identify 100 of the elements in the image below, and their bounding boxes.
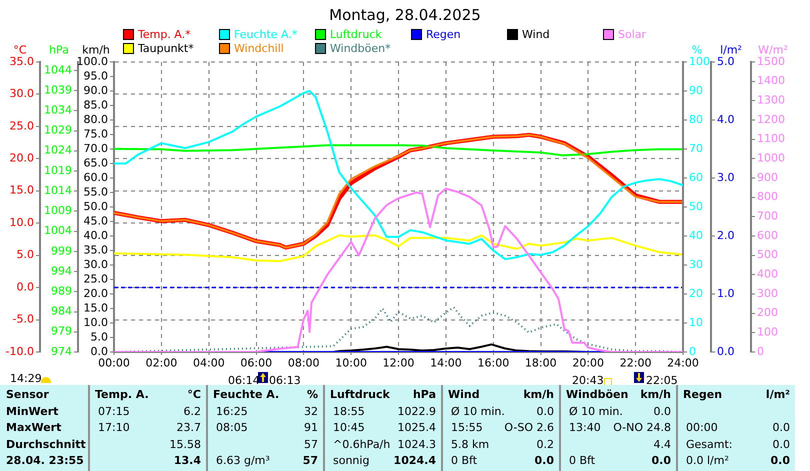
y-tick-label: -10.0 bbox=[6, 344, 34, 358]
y3-tick-label: 95.0 bbox=[84, 69, 108, 82]
y3-axis-title: km/h bbox=[82, 43, 110, 56]
text: 00:00 bbox=[686, 421, 718, 434]
y2-tick-label: 1039 bbox=[44, 83, 72, 96]
x-tick-label: 16:00 bbox=[477, 356, 510, 370]
text: 1022.9 bbox=[398, 404, 436, 418]
y3-tick-label: 1000 bbox=[757, 152, 785, 165]
y-tick-label: 60 bbox=[689, 170, 703, 184]
y3-tick-label: 75.0 bbox=[84, 127, 108, 140]
text: 0.0 bbox=[536, 404, 554, 418]
text: 91 bbox=[304, 421, 318, 434]
text: 15:55 bbox=[451, 421, 483, 434]
y2-tick-label: 1.0 bbox=[717, 286, 734, 300]
text: hPa bbox=[412, 388, 436, 401]
text: 0.0 bbox=[654, 404, 671, 418]
x-tick-label: 12:00 bbox=[382, 356, 414, 370]
y2-tick-label: 1029 bbox=[44, 124, 72, 137]
y2-tick-label: 1019 bbox=[44, 164, 72, 177]
text: Feuchte A.* bbox=[234, 28, 298, 41]
y2-tick-label: 1034 bbox=[44, 104, 72, 117]
y-tick-label: 50 bbox=[689, 200, 703, 213]
text: % bbox=[306, 388, 318, 401]
y3-tick-label: 10.0 bbox=[84, 316, 108, 329]
y3-tick-label: 800 bbox=[757, 190, 778, 204]
x-tick-label: 08:00 bbox=[288, 356, 320, 370]
text: 18:55 bbox=[333, 404, 365, 418]
text: l/m² bbox=[766, 388, 790, 401]
y2-tick-label: 1014 bbox=[44, 184, 72, 197]
text: 0.2 bbox=[536, 438, 554, 450]
text: Feuchte A. bbox=[213, 388, 280, 401]
text: 5.8 km bbox=[451, 438, 490, 450]
y2-tick-label: 1004 bbox=[44, 224, 72, 238]
y3-tick-label: 80.0 bbox=[84, 112, 108, 126]
text: 10:45 bbox=[333, 421, 365, 434]
y3-tick-label: 20.0 bbox=[84, 286, 108, 300]
text: 08:05 bbox=[216, 421, 248, 434]
y-tick-label: 0 bbox=[689, 344, 696, 358]
text: 22:05 bbox=[646, 374, 678, 387]
text: 23.7 bbox=[176, 421, 201, 434]
y3-tick-label: 1400 bbox=[757, 74, 785, 88]
y-axis-title: % bbox=[692, 43, 702, 56]
legend-label: Windchill bbox=[234, 42, 284, 55]
y2-tick-label: 979 bbox=[51, 324, 72, 338]
text: 57 bbox=[302, 454, 318, 467]
text: 07:15 bbox=[98, 404, 130, 418]
text: sonnig bbox=[333, 454, 370, 467]
x-tick-label: 18:00 bbox=[524, 356, 557, 370]
text: Ø 10 min. bbox=[569, 404, 623, 418]
y2-tick-label: 1009 bbox=[44, 204, 72, 218]
y-tick-label: 40 bbox=[689, 228, 703, 242]
text: 28.04. 23:55 bbox=[6, 454, 84, 467]
text: 20:43 bbox=[572, 374, 604, 387]
text: 14:29 bbox=[10, 372, 42, 385]
text: ^0.6hPa/h bbox=[333, 438, 390, 450]
y2-tick-label: 984 bbox=[51, 304, 72, 318]
y3-tick-label: 400 bbox=[757, 268, 778, 281]
x-tick-label: 06:00 bbox=[240, 356, 272, 370]
y2-tick-label: 5.0 bbox=[717, 54, 734, 68]
y-tick-label: 30 bbox=[689, 258, 703, 271]
legend-label: Windböen* bbox=[330, 42, 391, 55]
text: km/h bbox=[640, 388, 671, 401]
y3-tick-label: 15.0 bbox=[84, 301, 108, 314]
y3-tick-label: 60.0 bbox=[84, 170, 108, 184]
y-tick-label: 20.0 bbox=[10, 152, 34, 165]
y3-tick-label: 90.0 bbox=[84, 84, 108, 97]
x-tick-label: 14:00 bbox=[430, 356, 462, 370]
y3-tick-label: 100 bbox=[757, 326, 778, 339]
x-tick-label: 04:00 bbox=[192, 356, 225, 370]
y3-tick-label: 700 bbox=[757, 210, 778, 223]
y-tick-label: 20 bbox=[689, 286, 703, 300]
y3-tick-label: 200 bbox=[757, 306, 778, 320]
legend-label: Wind bbox=[522, 28, 550, 41]
y3-tick-label: 0 bbox=[757, 344, 764, 358]
text: Sensor bbox=[6, 388, 49, 401]
text: MinWert bbox=[6, 404, 58, 418]
y3-tick-label: 100.0 bbox=[76, 54, 108, 68]
text: 0.0 l/m² bbox=[686, 454, 729, 467]
text: Regen bbox=[683, 388, 722, 401]
y2-tick-label: 1024 bbox=[44, 144, 72, 157]
y-tick-label: 10.0 bbox=[10, 216, 34, 229]
y2-tick-label: 974 bbox=[51, 344, 72, 358]
text: Durchschnitt bbox=[6, 438, 86, 450]
x-tick-label: 22:00 bbox=[620, 356, 652, 370]
y3-tick-label: 65.0 bbox=[84, 156, 108, 170]
text: O-NO 24.8 bbox=[613, 421, 671, 434]
y2-axis-title: l/m² bbox=[720, 43, 742, 56]
y3-tick-label: 1500 bbox=[757, 54, 785, 68]
y-tick-label: -5.0 bbox=[12, 312, 34, 326]
text: Gesamt: bbox=[686, 438, 732, 450]
y2-tick-label: 4.0 bbox=[717, 112, 734, 126]
y-tick-label: 100 bbox=[689, 54, 710, 68]
y-tick-label: 5.0 bbox=[16, 248, 34, 262]
x-tick-label: 00:00 bbox=[98, 356, 130, 370]
y3-tick-label: 1200 bbox=[757, 112, 785, 126]
y-tick-label: 0.0 bbox=[16, 280, 34, 294]
y2-tick-label: 2.0 bbox=[717, 228, 734, 242]
text: 0.0 bbox=[770, 454, 790, 467]
y-tick-label: 10 bbox=[689, 316, 703, 329]
text: 32 bbox=[304, 404, 318, 418]
